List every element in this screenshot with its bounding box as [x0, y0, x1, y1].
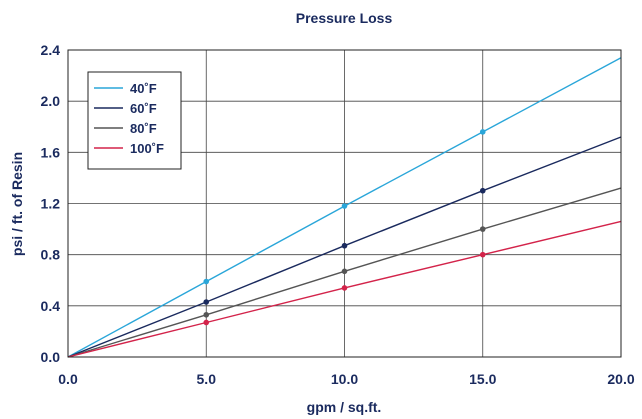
x-tick-label: 10.0	[331, 371, 358, 387]
data-point	[203, 319, 210, 326]
data-point	[203, 299, 210, 305]
plot-frame	[67, 49, 622, 358]
y-axis-label: psi / ft. of Resin	[9, 152, 25, 256]
chart-title: Pressure Loss	[296, 10, 393, 26]
legend-label: 80˚F	[130, 121, 157, 136]
x-tick-label: 15.0	[469, 371, 496, 387]
y-tick-label: 0.8	[41, 247, 61, 263]
data-point	[479, 187, 486, 194]
data-point	[341, 242, 348, 249]
data-point	[479, 251, 486, 258]
legend-label: 100˚F	[130, 141, 164, 156]
y-tick-label: 2.0	[41, 93, 61, 109]
y-tick-label: 0.4	[41, 298, 61, 314]
legend-label: 40˚F	[130, 81, 157, 96]
data-point	[203, 311, 210, 318]
legend-label: 60˚F	[130, 101, 157, 116]
series-group	[67, 57, 622, 358]
data-point	[203, 278, 210, 285]
data-point	[341, 285, 348, 291]
data-point	[479, 129, 486, 135]
x-tick-label: 5.0	[197, 371, 217, 387]
data-point	[341, 268, 348, 275]
data-point	[341, 203, 348, 209]
y-tick-label: 0.0	[41, 349, 61, 365]
x-tick-label: 0.0	[58, 371, 78, 387]
data-point	[479, 226, 486, 232]
y-tick-label: 2.4	[41, 42, 61, 58]
y-tick-label: 1.2	[41, 196, 61, 212]
legend: 40˚F 60˚F 80˚F 100˚F	[87, 71, 182, 170]
x-axis-label: gpm / sq.ft.	[307, 399, 382, 415]
x-tick-label: 20.0	[607, 371, 634, 387]
ticks: 0.0 5.0 10.0 15.0 20.0 0.0 0.4 0.8 1.2 1.6 2.0 2.4	[41, 42, 635, 387]
y-tick-label: 1.6	[41, 144, 61, 160]
